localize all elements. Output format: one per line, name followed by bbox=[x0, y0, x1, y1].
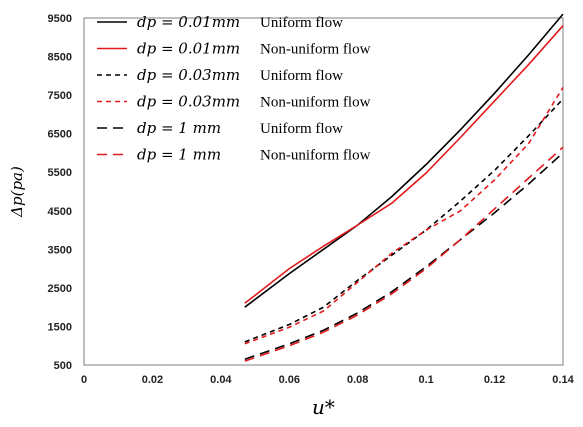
y-tick-label: 2500 bbox=[48, 283, 72, 295]
legend-label-5: Uniform flow bbox=[260, 121, 343, 137]
x-axis-label: u* bbox=[312, 395, 335, 419]
y-tick-label: 3500 bbox=[48, 244, 72, 256]
legend-math-3: dp = 0.03mm bbox=[137, 66, 240, 84]
legend-math-4: dp = 0.03mm bbox=[137, 93, 240, 111]
y-tick-label: 1500 bbox=[48, 321, 72, 333]
y-axis-ticks: 500 1500 2500 3500 4500 5500 6500 7500 8500 9500 bbox=[48, 13, 72, 372]
series-lines bbox=[244, 13, 564, 362]
series-line-6 bbox=[244, 146, 564, 362]
legend-math-2: dp = 0.01mm bbox=[137, 40, 240, 58]
y-tick-label: 5500 bbox=[48, 167, 72, 179]
series-line-4 bbox=[244, 86, 564, 345]
series-line-3 bbox=[244, 98, 564, 343]
legend-label-4: Non-uniform flow bbox=[260, 95, 371, 111]
y-tick-label: 500 bbox=[54, 360, 72, 372]
y-axis-label: Δp(pa) bbox=[8, 166, 26, 218]
legend: dp = 0.01mm Uniform flow dp = 0.01mm Non-un… bbox=[97, 13, 371, 164]
y-tick-label: 4500 bbox=[48, 206, 72, 218]
legend-label-1: Uniform flow bbox=[260, 15, 343, 31]
legend-label-3: Uniform flow bbox=[260, 68, 343, 84]
y-tick-label: 9500 bbox=[48, 13, 72, 25]
y-tick-label: 7500 bbox=[48, 90, 72, 102]
series-line-1 bbox=[244, 13, 564, 308]
x-tick-label: 0.04 bbox=[210, 374, 232, 386]
x-tick-label: 0 bbox=[81, 374, 87, 386]
y-tick-label: 8500 bbox=[48, 52, 72, 64]
x-tick-label: 0.1 bbox=[418, 374, 433, 386]
legend-math-6: dp = 1 mm bbox=[137, 146, 221, 164]
series-line-5 bbox=[244, 152, 564, 360]
y-tick-label: 6500 bbox=[48, 129, 72, 141]
x-tick-label: 0.14 bbox=[552, 374, 574, 386]
legend-label-6: Non-uniform flow bbox=[260, 148, 371, 164]
x-tick-label: 0.08 bbox=[347, 374, 368, 386]
x-tick-label: 0.02 bbox=[142, 374, 163, 386]
legend-math-5: dp = 1 mm bbox=[137, 119, 221, 137]
x-axis-ticks: 0 0.02 0.04 0.06 0.08 0.1 0.12 0.14 bbox=[81, 374, 575, 386]
legend-label-2: Non-uniform flow bbox=[260, 42, 371, 58]
series-line-2 bbox=[244, 25, 564, 304]
x-tick-label: 0.06 bbox=[279, 374, 300, 386]
x-tick-label: 0.12 bbox=[484, 374, 505, 386]
legend-math-1: dp = 0.01mm bbox=[137, 13, 240, 31]
plot-area-border bbox=[83, 17, 564, 366]
